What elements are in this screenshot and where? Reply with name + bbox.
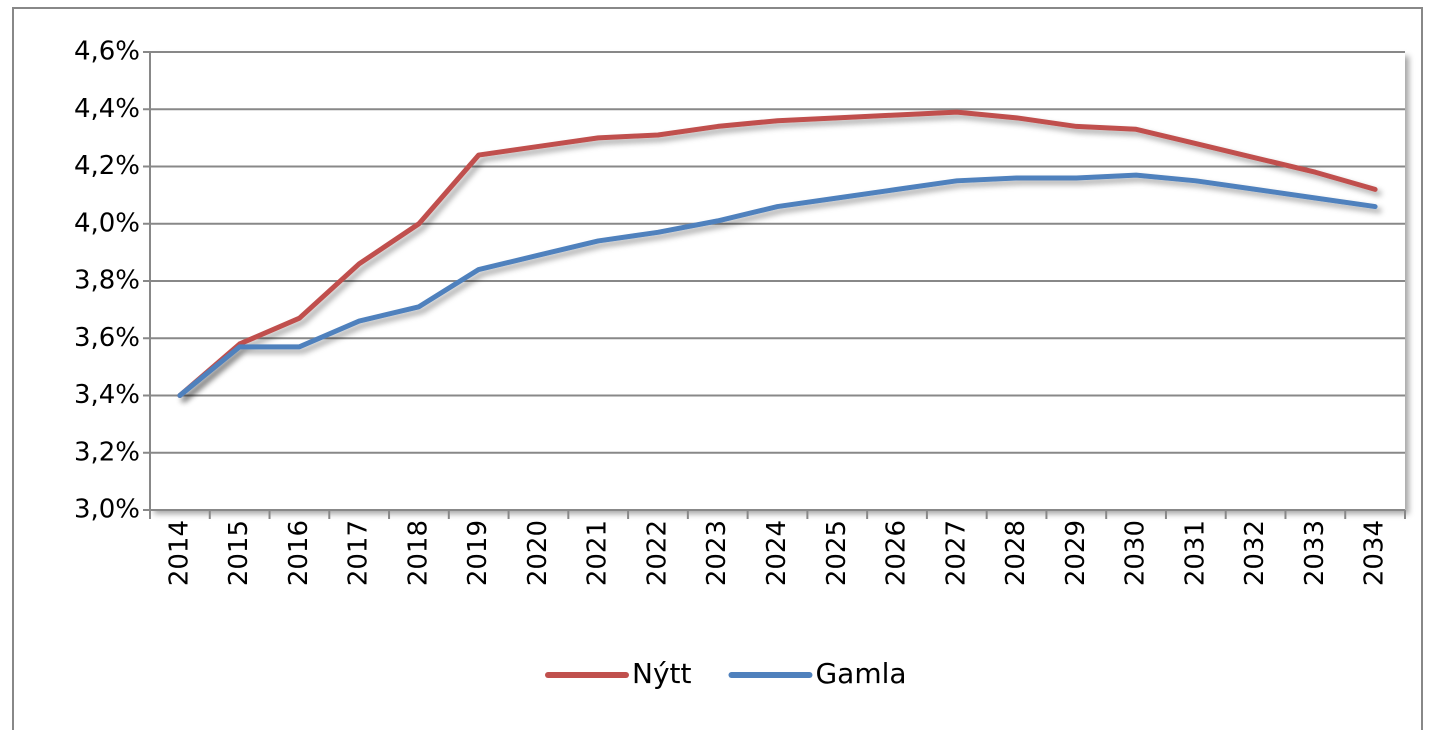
legend-label: Gamla [815, 657, 906, 690]
x-tick-label: 2033 [1300, 520, 1330, 586]
legend: Nýtt Gamla [545, 657, 907, 690]
x-tick-label: 2028 [1001, 520, 1031, 586]
y-tick-label: 4,6% [74, 37, 140, 67]
x-tick-label: 2024 [762, 520, 792, 586]
x-tick-label: 2020 [523, 520, 553, 586]
x-tick-label: 2016 [284, 520, 314, 586]
x-tick-label: 2022 [642, 520, 672, 586]
x-tick-label: 2019 [463, 520, 493, 586]
y-tick-label: 4,4% [74, 94, 140, 124]
x-tick-label: 2014 [164, 520, 194, 586]
y-tick-label: 4,0% [74, 208, 140, 238]
x-tick-label: 2027 [941, 520, 971, 586]
y-tick-label: 3,4% [74, 380, 140, 410]
x-tick-label: 2025 [822, 520, 852, 586]
x-tick-label: 2023 [702, 520, 732, 586]
x-tick-label: 2031 [1180, 520, 1210, 586]
x-tick-label: 2034 [1360, 520, 1390, 586]
chart-border [12, 7, 1423, 730]
y-tick-label: 3,6% [74, 323, 140, 353]
x-tick-label: 2017 [344, 520, 374, 586]
y-tick-label: 3,2% [74, 437, 140, 467]
series-line [177, 172, 1378, 398]
x-tick-label: 2029 [1061, 520, 1091, 586]
y-tick-label: 4,2% [74, 151, 140, 181]
x-tick-label: 2021 [583, 520, 613, 586]
x-tick-label: 2026 [882, 520, 912, 586]
x-tick-label: 2032 [1240, 520, 1270, 586]
x-tick-label: 2018 [403, 520, 433, 586]
x-tick-label: 2030 [1121, 520, 1151, 586]
y-tick-label: 3,8% [74, 266, 140, 296]
x-tick-label: 2015 [224, 520, 254, 586]
legend-label: Nýtt [632, 657, 691, 690]
y-tick-label: 3,0% [74, 495, 140, 525]
series-line [177, 109, 1378, 398]
